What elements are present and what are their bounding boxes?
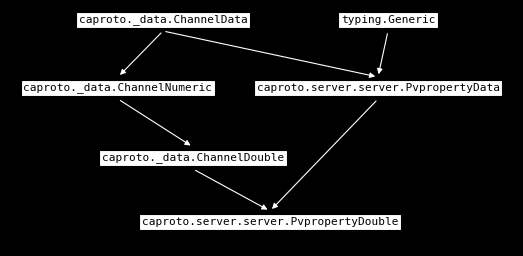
Text: caproto.server.server.PvpropertyData: caproto.server.server.PvpropertyData xyxy=(256,83,499,93)
Text: typing.Generic: typing.Generic xyxy=(341,15,435,25)
Text: caproto._data.ChannelData: caproto._data.ChannelData xyxy=(78,15,247,25)
Text: caproto._data.ChannelDouble: caproto._data.ChannelDouble xyxy=(102,153,284,163)
Text: caproto._data.ChannelNumeric: caproto._data.ChannelNumeric xyxy=(24,82,212,93)
Text: caproto.server.server.PvpropertyDouble: caproto.server.server.PvpropertyDouble xyxy=(142,217,398,227)
